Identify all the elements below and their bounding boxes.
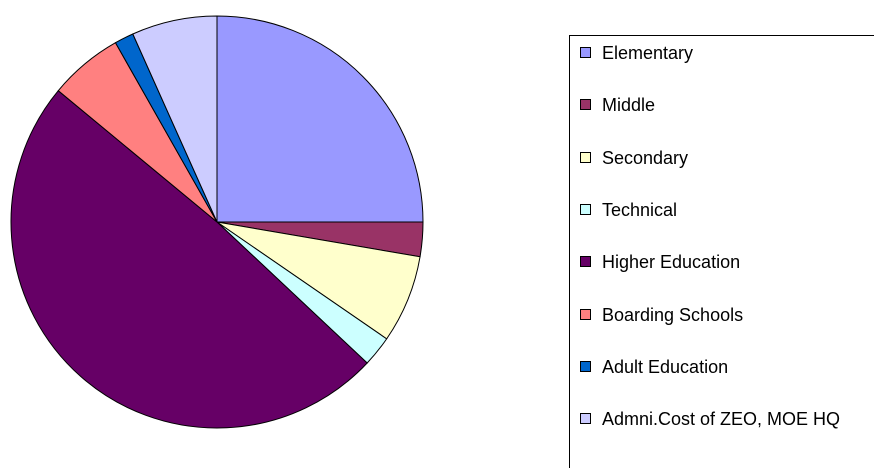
legend-swatch xyxy=(580,413,591,425)
legend-label: Secondary xyxy=(602,147,689,168)
legend-label: Admni.Cost of ZEO, MOE HQ xyxy=(602,409,841,430)
legend-label: Elementary xyxy=(602,43,694,63)
legend-swatch xyxy=(580,47,591,58)
pie-slice xyxy=(132,15,218,223)
legend-label: Technical xyxy=(602,199,678,220)
legend: Elementary Middle Secondary Technical Higher… xyxy=(569,35,874,468)
legend-swatch xyxy=(580,99,591,111)
legend-label: Adult Education xyxy=(602,356,729,377)
pie-slice xyxy=(216,15,424,223)
legend-label: Higher Education xyxy=(602,252,741,273)
legend-swatch xyxy=(580,360,591,372)
legend-swatch xyxy=(580,308,591,320)
pie-slice xyxy=(10,89,368,429)
legend-label: Boarding Schools xyxy=(602,304,744,325)
legend-swatch xyxy=(580,203,591,215)
legend-label: Middle xyxy=(602,95,656,116)
legend-swatch xyxy=(580,151,591,163)
legend-swatch xyxy=(580,256,591,268)
